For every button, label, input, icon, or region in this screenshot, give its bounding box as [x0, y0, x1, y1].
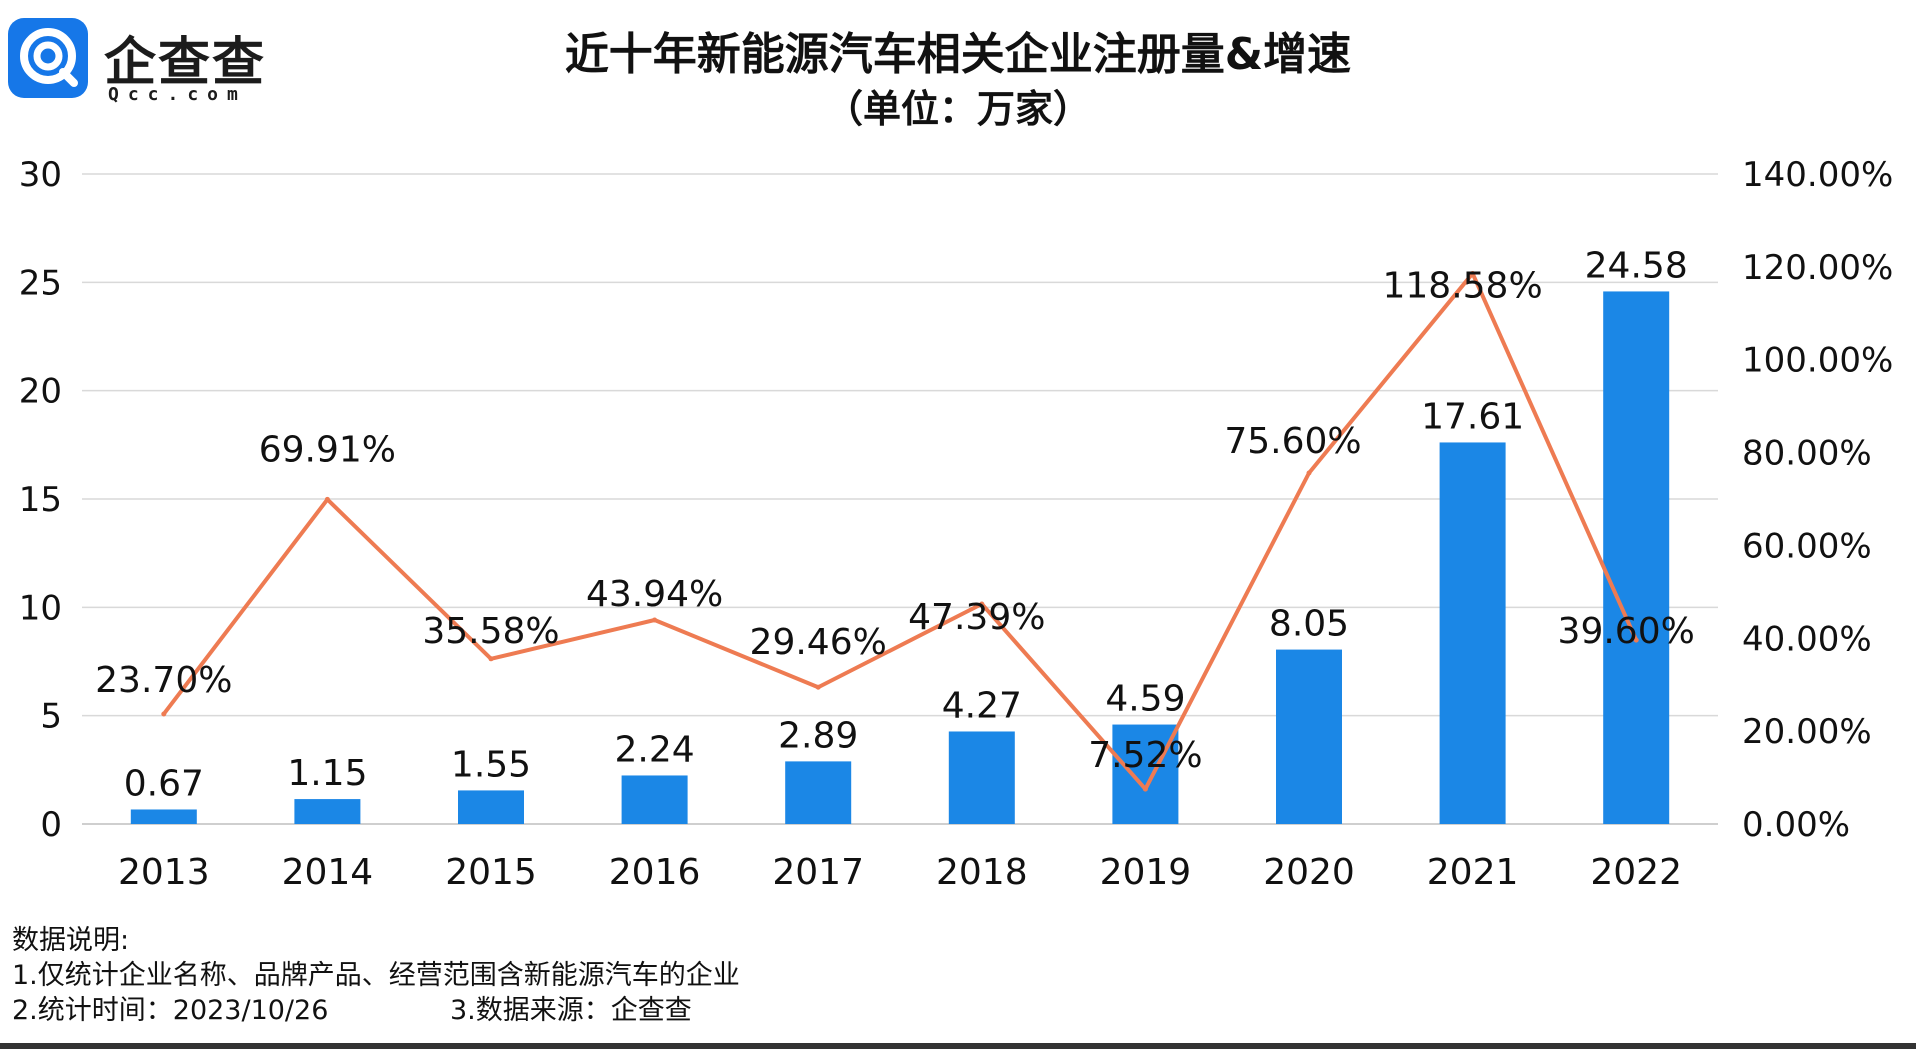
- bar: [948, 731, 1015, 824]
- line-value-label: 39.60%: [1558, 611, 1695, 652]
- growth-point: [1470, 270, 1476, 276]
- bar: [458, 790, 524, 824]
- y-left-tick-label: 5: [40, 697, 62, 737]
- chart-title: 近十年新能源汽车相关企业注册量&增速: [564, 29, 1352, 80]
- y-left-tick-label: 15: [19, 480, 62, 520]
- y-right-tick-label: 120.00%: [1742, 248, 1893, 288]
- bar-value-label: 17.61: [1421, 396, 1524, 437]
- bar-value-label: 0.67: [124, 763, 204, 804]
- y-left-tick-label: 20: [19, 372, 62, 412]
- bar-value-label: 4.27: [942, 685, 1022, 726]
- growth-line: [162, 271, 1639, 792]
- bar-value-label: 2.24: [615, 729, 695, 770]
- y-left-tick-label: 25: [19, 263, 62, 303]
- y-right-tick-label: 100.00%: [1742, 341, 1893, 381]
- line-value-label: 43.94%: [586, 574, 723, 615]
- notes-heading: 数据说明:: [12, 925, 130, 956]
- logo-domain: Qcc.com: [108, 84, 247, 105]
- x-tick-label: 2013: [118, 852, 210, 893]
- x-tick-label: 2022: [1590, 852, 1682, 893]
- growth-point: [1142, 786, 1148, 792]
- bar-value-label: 1.15: [287, 753, 367, 794]
- growth-point: [1306, 470, 1312, 476]
- x-tick-label: 2019: [1100, 852, 1192, 893]
- line-value-label: 75.60%: [1224, 421, 1361, 462]
- bottom-rule: [0, 1043, 1916, 1049]
- y-right-tick-label: 20.00%: [1742, 712, 1872, 752]
- x-tick-label: 2018: [936, 852, 1028, 893]
- bar: [1112, 724, 1179, 824]
- x-tick-label: 2016: [609, 852, 701, 893]
- notes-line-2: 2.统计时间：2023/10/26: [12, 995, 329, 1026]
- bar-value-label: 24.58: [1585, 245, 1688, 286]
- line-value-label: 118.58%: [1383, 265, 1543, 306]
- combo-chart: 0 5 10 15 20 25 30 0.00% 20.00% 40.00% 60.00% 80.00…: [19, 155, 1894, 893]
- bar-value-label: 4.59: [1105, 679, 1185, 720]
- y-left-tick-label: 30: [19, 155, 62, 195]
- chart-subtitle: （单位：万家）: [824, 87, 1091, 131]
- line-value-label: 7.52%: [1088, 735, 1202, 776]
- x-tick-label: 2020: [1263, 852, 1355, 893]
- y-left-tick-label: 10: [19, 588, 62, 628]
- notes-line-1: 1.仅统计企业名称、品牌产品、经营范围含新能源汽车的企业: [12, 960, 740, 991]
- bar-value-label: 1.55: [451, 744, 531, 785]
- line-value-label: 29.46%: [750, 622, 887, 663]
- line-value-label: 23.70%: [95, 660, 232, 701]
- line-value-label: 69.91%: [259, 429, 396, 470]
- qcc-logo-icon: [8, 18, 88, 98]
- y-right-tick-label: 60.00%: [1742, 526, 1872, 566]
- growth-point: [161, 711, 167, 717]
- x-tick-label: 2015: [445, 852, 537, 893]
- bar: [621, 775, 688, 824]
- bar: [294, 799, 361, 824]
- notes-line-3: 3.数据来源：企查查: [450, 995, 692, 1026]
- logo-name: 企查查: [104, 33, 267, 93]
- bar-value-label: 8.05: [1269, 604, 1349, 645]
- y-left-tick-label: 0: [40, 805, 62, 845]
- bar: [1439, 442, 1506, 824]
- y-right-tick-label: 0.00%: [1742, 805, 1850, 845]
- growth-point: [979, 601, 985, 607]
- x-tick-label: 2021: [1427, 852, 1519, 893]
- y-right-tick-label: 80.00%: [1742, 434, 1872, 474]
- growth-point: [652, 617, 658, 623]
- bar-value-label: 2.89: [778, 715, 858, 756]
- line-value-label: 47.39%: [908, 597, 1045, 638]
- y-right-tick-label: 140.00%: [1742, 155, 1893, 195]
- growth-point: [1633, 637, 1639, 643]
- growth-point: [488, 656, 494, 662]
- x-tick-label: 2017: [772, 852, 864, 893]
- bar: [1276, 649, 1342, 824]
- x-tick-label: 2014: [282, 852, 374, 893]
- line-value-label: 35.58%: [422, 611, 559, 652]
- growth-point: [815, 684, 821, 690]
- y-right-tick-label: 40.00%: [1742, 619, 1872, 659]
- bar: [785, 761, 852, 824]
- bar: [130, 809, 197, 824]
- bar: [1603, 291, 1670, 824]
- growth-point: [324, 496, 330, 502]
- qcc-logo: 企查查 Qcc.com: [8, 18, 288, 108]
